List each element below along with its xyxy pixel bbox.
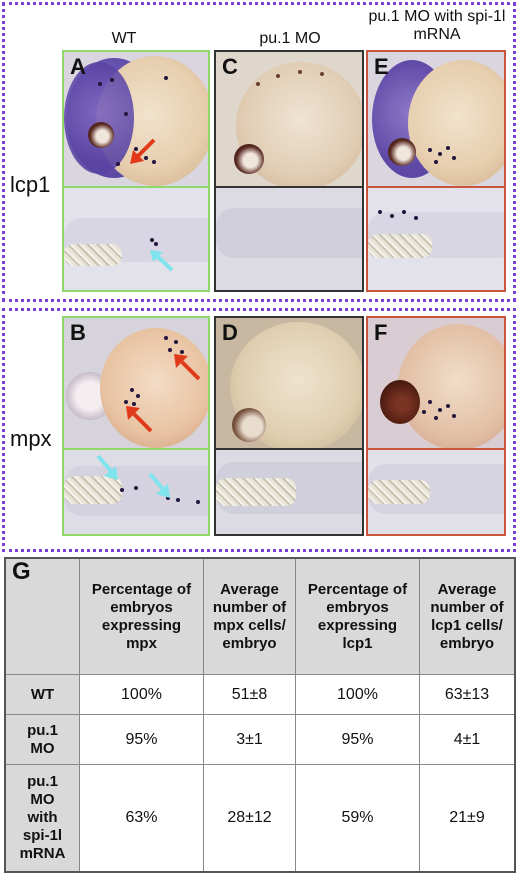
panel-f-image: F xyxy=(366,316,506,450)
table-row-label: pu.1 MO xyxy=(6,715,80,765)
embryo-yolk xyxy=(408,60,504,186)
embryo-eye xyxy=(232,408,266,442)
table-header: Average number of mpx cells/ embryo xyxy=(204,559,296,675)
table-cell: 59% xyxy=(296,765,420,871)
embryo-head-overlay xyxy=(64,62,134,174)
table-cell: 100% xyxy=(80,675,204,715)
panel-letter-a: A xyxy=(70,54,86,79)
red-arrow-icon xyxy=(174,354,201,381)
table-cell: 95% xyxy=(80,715,204,765)
row-label-lcp1: lcp1 xyxy=(10,172,51,197)
panel-a-image: A xyxy=(62,50,210,188)
panel-letter-b: B xyxy=(70,320,86,345)
table-cell: 63±13 xyxy=(420,675,514,715)
table-row-label: WT xyxy=(6,675,80,715)
column-header-pu1-mo-spi1l: pu.1 MO with spi-1l mRNA xyxy=(368,8,506,43)
embryo-eye xyxy=(88,122,114,148)
panel-letter-f: F xyxy=(374,320,388,345)
panel-e-image: E xyxy=(366,50,506,188)
column-header-pu1-mo: pu.1 MO xyxy=(259,30,321,47)
table-corner-cell: G xyxy=(6,559,80,675)
column-header-wt: WT xyxy=(111,30,137,47)
cyan-arrow-icon xyxy=(148,472,170,498)
panel-a-tail-image xyxy=(62,188,210,292)
red-arrow-icon xyxy=(130,138,156,164)
tail-yolk-extension xyxy=(64,244,122,266)
tail-yolk-extension xyxy=(64,476,122,504)
table-cell: 4±1 xyxy=(420,715,514,765)
table-header: Percentage of embryos expressing mpx xyxy=(80,559,204,675)
panel-letter-c: C xyxy=(222,54,238,79)
table-header: Percentage of embryos expressing lcp1 xyxy=(296,559,420,675)
panel-letter-d: D xyxy=(222,320,238,345)
table-cell: 95% xyxy=(296,715,420,765)
panel-f-tail-image xyxy=(366,450,506,536)
mpx-row-box xyxy=(2,308,516,552)
table-letter-g: G xyxy=(12,558,31,585)
cyan-arrow-icon xyxy=(96,454,118,480)
lcp1-row-box xyxy=(2,2,516,302)
panel-d-image: D xyxy=(214,316,364,450)
red-arrow-icon xyxy=(126,406,153,433)
table-cell: 100% xyxy=(296,675,420,715)
table-cell: 3±1 xyxy=(204,715,296,765)
panel-letter-e: E xyxy=(374,54,389,79)
embryo-yolk xyxy=(398,324,504,448)
cyan-arrow-icon xyxy=(150,250,174,272)
table-cell: 28±12 xyxy=(204,765,296,871)
embryo-eye xyxy=(380,380,420,424)
panel-b-image: B xyxy=(62,316,210,450)
table-cell: 63% xyxy=(80,765,204,871)
tail-yolk-extension xyxy=(368,234,432,258)
panel-e-tail-image xyxy=(366,188,506,292)
tail-yolk-extension xyxy=(368,480,430,504)
panel-d-tail-image xyxy=(214,450,364,536)
table-cell: 21±9 xyxy=(449,809,485,826)
embryo-yolk xyxy=(100,328,208,448)
results-table: G Percentage of embryos expressing mpx A… xyxy=(4,557,516,873)
embryo-eye xyxy=(388,138,416,166)
embryo-eye xyxy=(234,144,264,174)
panel-b-tail-image xyxy=(62,450,210,536)
table-header: Average number of lcp1 cells/ embryo xyxy=(420,559,514,675)
row-label-mpx: mpx xyxy=(10,426,52,451)
panel-c-image: C xyxy=(214,50,364,188)
panel-c-tail-image xyxy=(214,188,364,292)
tail-yolk-extension xyxy=(216,478,296,506)
table-cell: 51±8 xyxy=(204,675,296,715)
table-row-label: pu.1 MO with spi-1l mRNA xyxy=(6,765,80,871)
embryo-tail xyxy=(216,208,362,258)
